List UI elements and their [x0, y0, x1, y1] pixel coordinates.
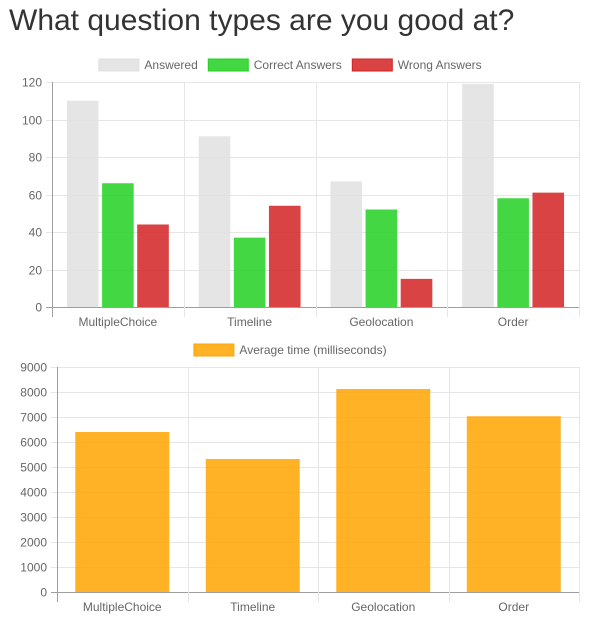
- y-tick-label: 3000: [20, 511, 47, 525]
- bar-answered-multiplechoice: [66, 100, 99, 307]
- bar-correct-answers-geolocation: [365, 209, 398, 307]
- y-tick-label: 100: [22, 114, 42, 128]
- y-tick-label: 1000: [20, 561, 47, 575]
- y-tick-label: 7000: [20, 411, 47, 425]
- bar-answered-geolocation: [330, 181, 363, 307]
- x-tick-label-multiplechoice: MultipleChoice: [79, 315, 158, 329]
- y-tick-label: 8000: [20, 386, 47, 400]
- question-counts-chart: Answered Correct Answers Wrong Answers 0 20 4…: [22, 58, 580, 329]
- bar-average-time-milliseconds-order: [466, 416, 561, 592]
- legend-label-wrong-answers: Wrong Answers: [398, 58, 482, 72]
- y-tick-label: 5000: [20, 461, 47, 475]
- bar-wrong-answers-order: [532, 192, 565, 307]
- legend-swatch-average-time-milliseconds: [193, 343, 235, 357]
- legend-label-correct-answers: Correct Answers: [254, 58, 342, 72]
- x-tick-label-timeline: Timeline: [227, 315, 272, 329]
- legend-label-average-time-milliseconds: Average time (milliseconds): [239, 343, 386, 357]
- x-tick-label-timeline: Timeline: [230, 600, 275, 614]
- bar-correct-answers-multiplechoice: [102, 183, 134, 307]
- y-tick-label: 2000: [20, 536, 47, 550]
- y-tick-label: 20: [29, 264, 43, 278]
- y-tick-label: 0: [40, 586, 47, 600]
- legend-swatch-wrong-answers: [351, 58, 393, 72]
- x-tick-label-order: Order: [498, 315, 529, 329]
- y-tick-label: 60: [29, 189, 43, 203]
- bar-wrong-answers-geolocation: [400, 278, 433, 307]
- y-tick-label: 0: [35, 301, 42, 315]
- y-tick-label: 6000: [20, 436, 47, 450]
- x-tick-label-multiplechoice: MultipleChoice: [83, 600, 162, 614]
- y-tick-label: 120: [22, 76, 42, 90]
- bar-correct-answers-timeline: [233, 237, 266, 307]
- y-tick-label: 80: [29, 151, 43, 165]
- y-tick-label: 4000: [20, 486, 47, 500]
- x-tick-label-geolocation: Geolocation: [351, 600, 415, 614]
- legend-label-answered: Answered: [144, 58, 197, 72]
- bar-answered-timeline: [198, 136, 231, 307]
- legend-swatch-answered: [98, 58, 140, 72]
- x-tick-label-geolocation: Geolocation: [349, 315, 413, 329]
- y-tick-label: 40: [29, 226, 43, 240]
- legend-swatch-correct-answers: [207, 58, 249, 72]
- average-time-chart: Average time (milliseconds) 0 1000 2000 3000…: [20, 343, 580, 614]
- bar-wrong-answers-multiplechoice: [137, 224, 169, 307]
- bar-wrong-answers-timeline: [268, 205, 301, 307]
- bar-answered-order: [462, 83, 494, 307]
- y-tick-label: 9000: [20, 361, 47, 375]
- bar-average-time-milliseconds-geolocation: [336, 389, 431, 592]
- page-title: What question types are you good at?: [9, 4, 515, 37]
- bar-average-time-milliseconds-timeline: [205, 459, 300, 592]
- bar-average-time-milliseconds-multiplechoice: [75, 432, 170, 592]
- bar-correct-answers-order: [497, 198, 529, 307]
- x-tick-label-order: Order: [498, 600, 529, 614]
